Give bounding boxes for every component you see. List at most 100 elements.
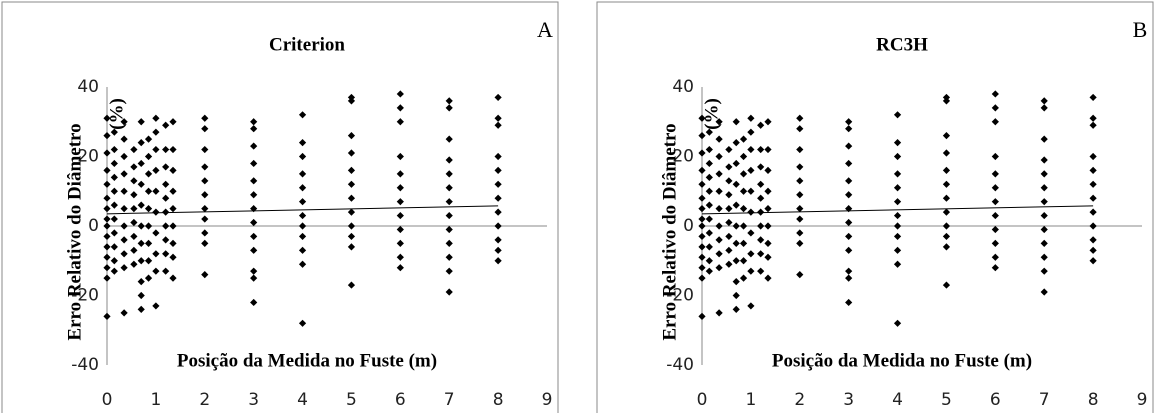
point [250,118,258,126]
point [698,274,706,282]
point [796,205,804,213]
x-tick-label: 7 [1039,390,1050,410]
point [1040,184,1048,192]
point [991,225,999,234]
point [747,166,755,174]
point [396,170,404,178]
point [347,149,356,157]
point [732,201,740,209]
point [298,170,307,178]
point [715,205,723,213]
point [169,253,177,261]
point [250,125,258,133]
point [698,243,706,251]
point [747,187,755,195]
point [347,232,356,241]
point [698,194,706,202]
point [698,166,706,174]
point [103,274,111,282]
chart-title: RC3H [876,34,928,55]
x-tick-label: 6 [990,390,1001,410]
point [494,121,502,129]
point [893,222,902,230]
point [705,267,713,275]
point [845,142,853,150]
point [144,205,153,213]
point [1089,257,1097,265]
point [103,194,111,202]
point [757,121,765,129]
point [169,166,177,174]
point [893,111,902,119]
point [347,194,356,202]
point [698,114,706,122]
point [347,222,356,230]
point [942,149,951,157]
point [845,274,853,282]
point [725,232,733,241]
point [1040,288,1048,296]
point [445,170,453,178]
point [764,166,772,174]
y-tick-label: -20 [71,286,99,306]
point [445,104,453,112]
point [103,114,111,122]
point [705,173,713,181]
point [739,274,748,282]
point [494,166,502,174]
point [725,177,733,185]
x-tick-label: 0 [697,390,708,410]
point [796,145,804,154]
point [698,180,706,188]
point [796,229,804,237]
point [103,232,111,241]
point [201,114,209,122]
panel-label: A [537,17,553,42]
point [991,184,999,192]
point [162,222,170,230]
point [893,260,902,268]
point [739,239,748,247]
point [169,205,177,213]
point [494,246,502,254]
point [893,211,902,220]
x-tick-label: 8 [493,390,504,410]
point [445,239,453,247]
point [298,139,307,147]
point [130,232,138,241]
point [893,170,902,178]
point [396,184,404,192]
point [732,278,740,286]
point [845,298,853,307]
point [1089,208,1097,216]
x-tick-label: 9 [542,390,553,410]
point [747,250,755,258]
point [298,319,307,327]
point [893,152,902,161]
point [942,243,951,251]
point [732,257,740,265]
x-axis-title: Posição da Medida no Fuste (m) [772,350,1032,371]
point [893,184,902,192]
point [250,232,258,241]
x-tick-label: 5 [941,390,952,410]
x-tick-label: 1 [745,390,756,410]
point [757,236,765,244]
point [747,302,755,310]
point [845,118,853,126]
point [120,205,128,213]
point [152,114,160,122]
trend-line [701,205,1094,215]
point [732,139,740,147]
panel-border [596,1,1154,413]
point [757,267,765,275]
point [757,145,765,154]
y-tick-label: -40 [666,355,694,375]
point [120,152,128,161]
point [705,145,713,154]
point [144,152,153,161]
point [715,309,723,317]
point [715,118,723,126]
point [494,180,502,188]
point [764,205,772,213]
